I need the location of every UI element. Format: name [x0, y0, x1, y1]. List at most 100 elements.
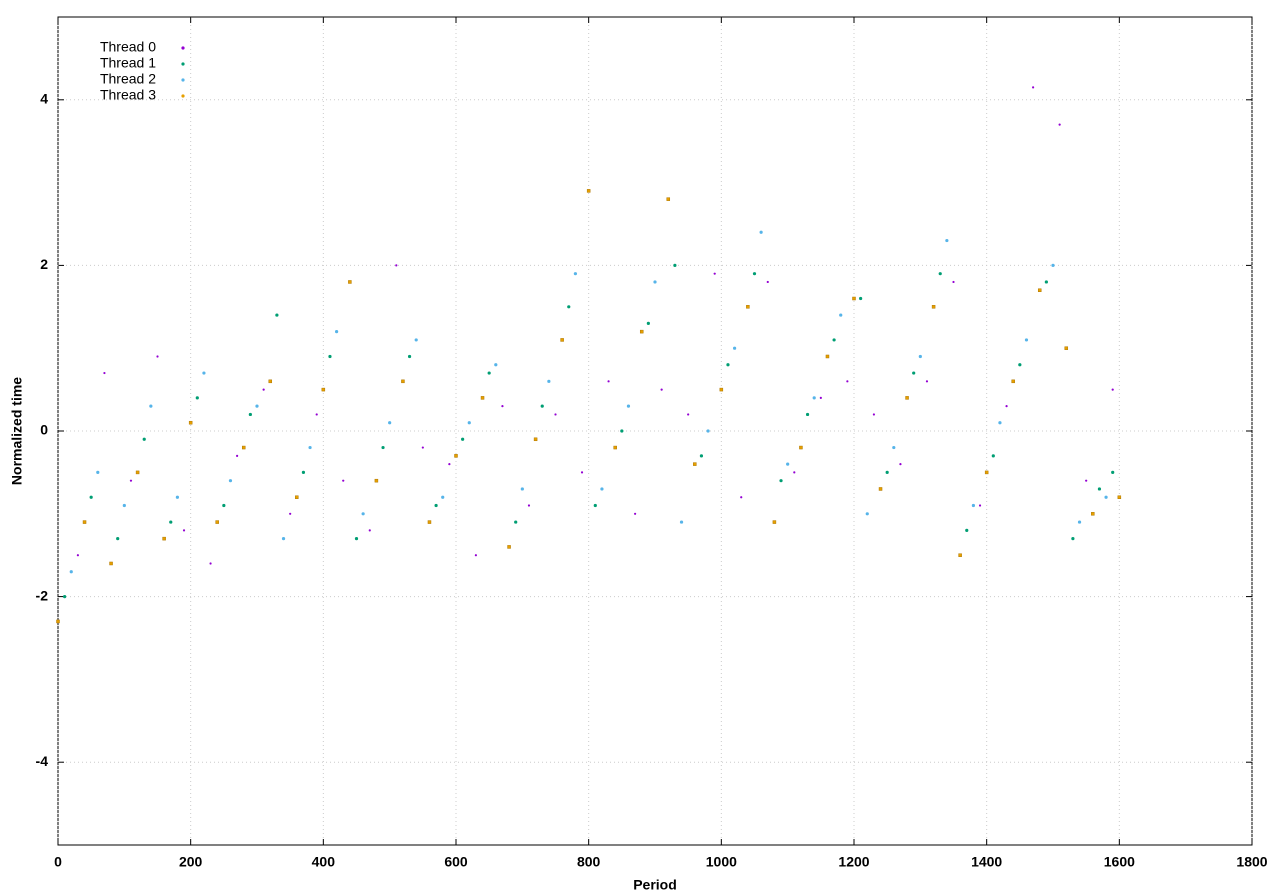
point	[547, 379, 551, 383]
point	[1018, 363, 1022, 367]
point	[865, 512, 869, 516]
point	[156, 355, 159, 358]
legend-label: Thread 2	[100, 71, 156, 87]
point	[952, 280, 955, 284]
point	[122, 503, 126, 508]
point	[507, 545, 511, 549]
point	[719, 387, 724, 392]
y-tick-label: 4	[40, 91, 48, 107]
point	[706, 429, 710, 433]
point	[162, 536, 166, 541]
point	[1005, 405, 1008, 408]
point	[733, 346, 737, 350]
point	[236, 454, 239, 457]
point	[275, 313, 279, 317]
point	[1077, 520, 1082, 524]
point	[474, 554, 477, 557]
point	[586, 189, 591, 193]
point	[839, 313, 843, 317]
point	[653, 280, 657, 284]
point	[395, 264, 398, 267]
point	[89, 495, 93, 499]
point	[639, 329, 644, 334]
point	[289, 512, 292, 515]
point	[501, 405, 504, 408]
point	[255, 404, 259, 408]
point	[779, 479, 783, 483]
point	[321, 387, 326, 392]
point	[713, 272, 716, 275]
point	[660, 388, 663, 391]
point	[169, 520, 173, 524]
point	[687, 413, 690, 416]
point	[1071, 537, 1075, 541]
y-tick-label: -2	[36, 587, 49, 603]
point	[427, 520, 432, 524]
point	[593, 503, 597, 508]
point	[103, 371, 106, 375]
point	[905, 396, 909, 400]
y-tick-label: 0	[40, 422, 48, 438]
point	[1097, 487, 1102, 491]
point	[381, 445, 385, 450]
point	[295, 495, 299, 499]
point	[600, 487, 604, 491]
point	[1044, 280, 1048, 284]
point	[414, 338, 418, 342]
point	[215, 520, 219, 524]
point	[281, 537, 286, 541]
point	[520, 487, 524, 491]
point	[96, 470, 100, 474]
legend-label: Thread 1	[100, 55, 156, 71]
x-tick-label: 1400	[971, 854, 1002, 870]
point	[918, 354, 922, 359]
point	[1111, 470, 1115, 474]
point	[116, 537, 120, 541]
point	[335, 330, 339, 334]
point	[63, 595, 67, 599]
point	[461, 437, 465, 441]
point	[540, 404, 544, 408]
point	[984, 470, 989, 475]
point	[859, 296, 863, 301]
point	[699, 454, 704, 458]
point	[195, 396, 199, 400]
point	[487, 371, 491, 375]
point	[1091, 512, 1095, 516]
point	[374, 478, 379, 483]
point	[308, 445, 312, 450]
point	[766, 280, 769, 284]
point	[109, 561, 113, 566]
point	[746, 305, 750, 309]
point	[679, 520, 684, 524]
legend-marker	[181, 46, 185, 50]
x-axis-label: Period	[633, 877, 677, 893]
point	[998, 421, 1002, 425]
y-tick-label: -4	[36, 753, 49, 769]
point	[971, 503, 976, 508]
x-tick-label: 400	[312, 854, 336, 870]
point	[613, 445, 617, 450]
point	[819, 396, 822, 399]
point	[892, 445, 896, 450]
point	[626, 404, 631, 408]
point	[607, 380, 610, 383]
point	[441, 495, 445, 499]
point	[368, 529, 371, 532]
point	[1024, 338, 1029, 342]
point	[188, 420, 193, 425]
point	[1064, 346, 1069, 350]
point	[514, 520, 518, 524]
point	[945, 238, 949, 243]
point	[1058, 123, 1061, 126]
point	[533, 437, 538, 442]
point	[560, 338, 564, 342]
y-tick-label: 2	[40, 256, 48, 272]
point	[467, 421, 471, 425]
point	[885, 470, 889, 474]
point	[268, 379, 273, 384]
point	[634, 512, 637, 515]
point	[666, 197, 671, 201]
x-tick-label: 600	[444, 854, 468, 870]
